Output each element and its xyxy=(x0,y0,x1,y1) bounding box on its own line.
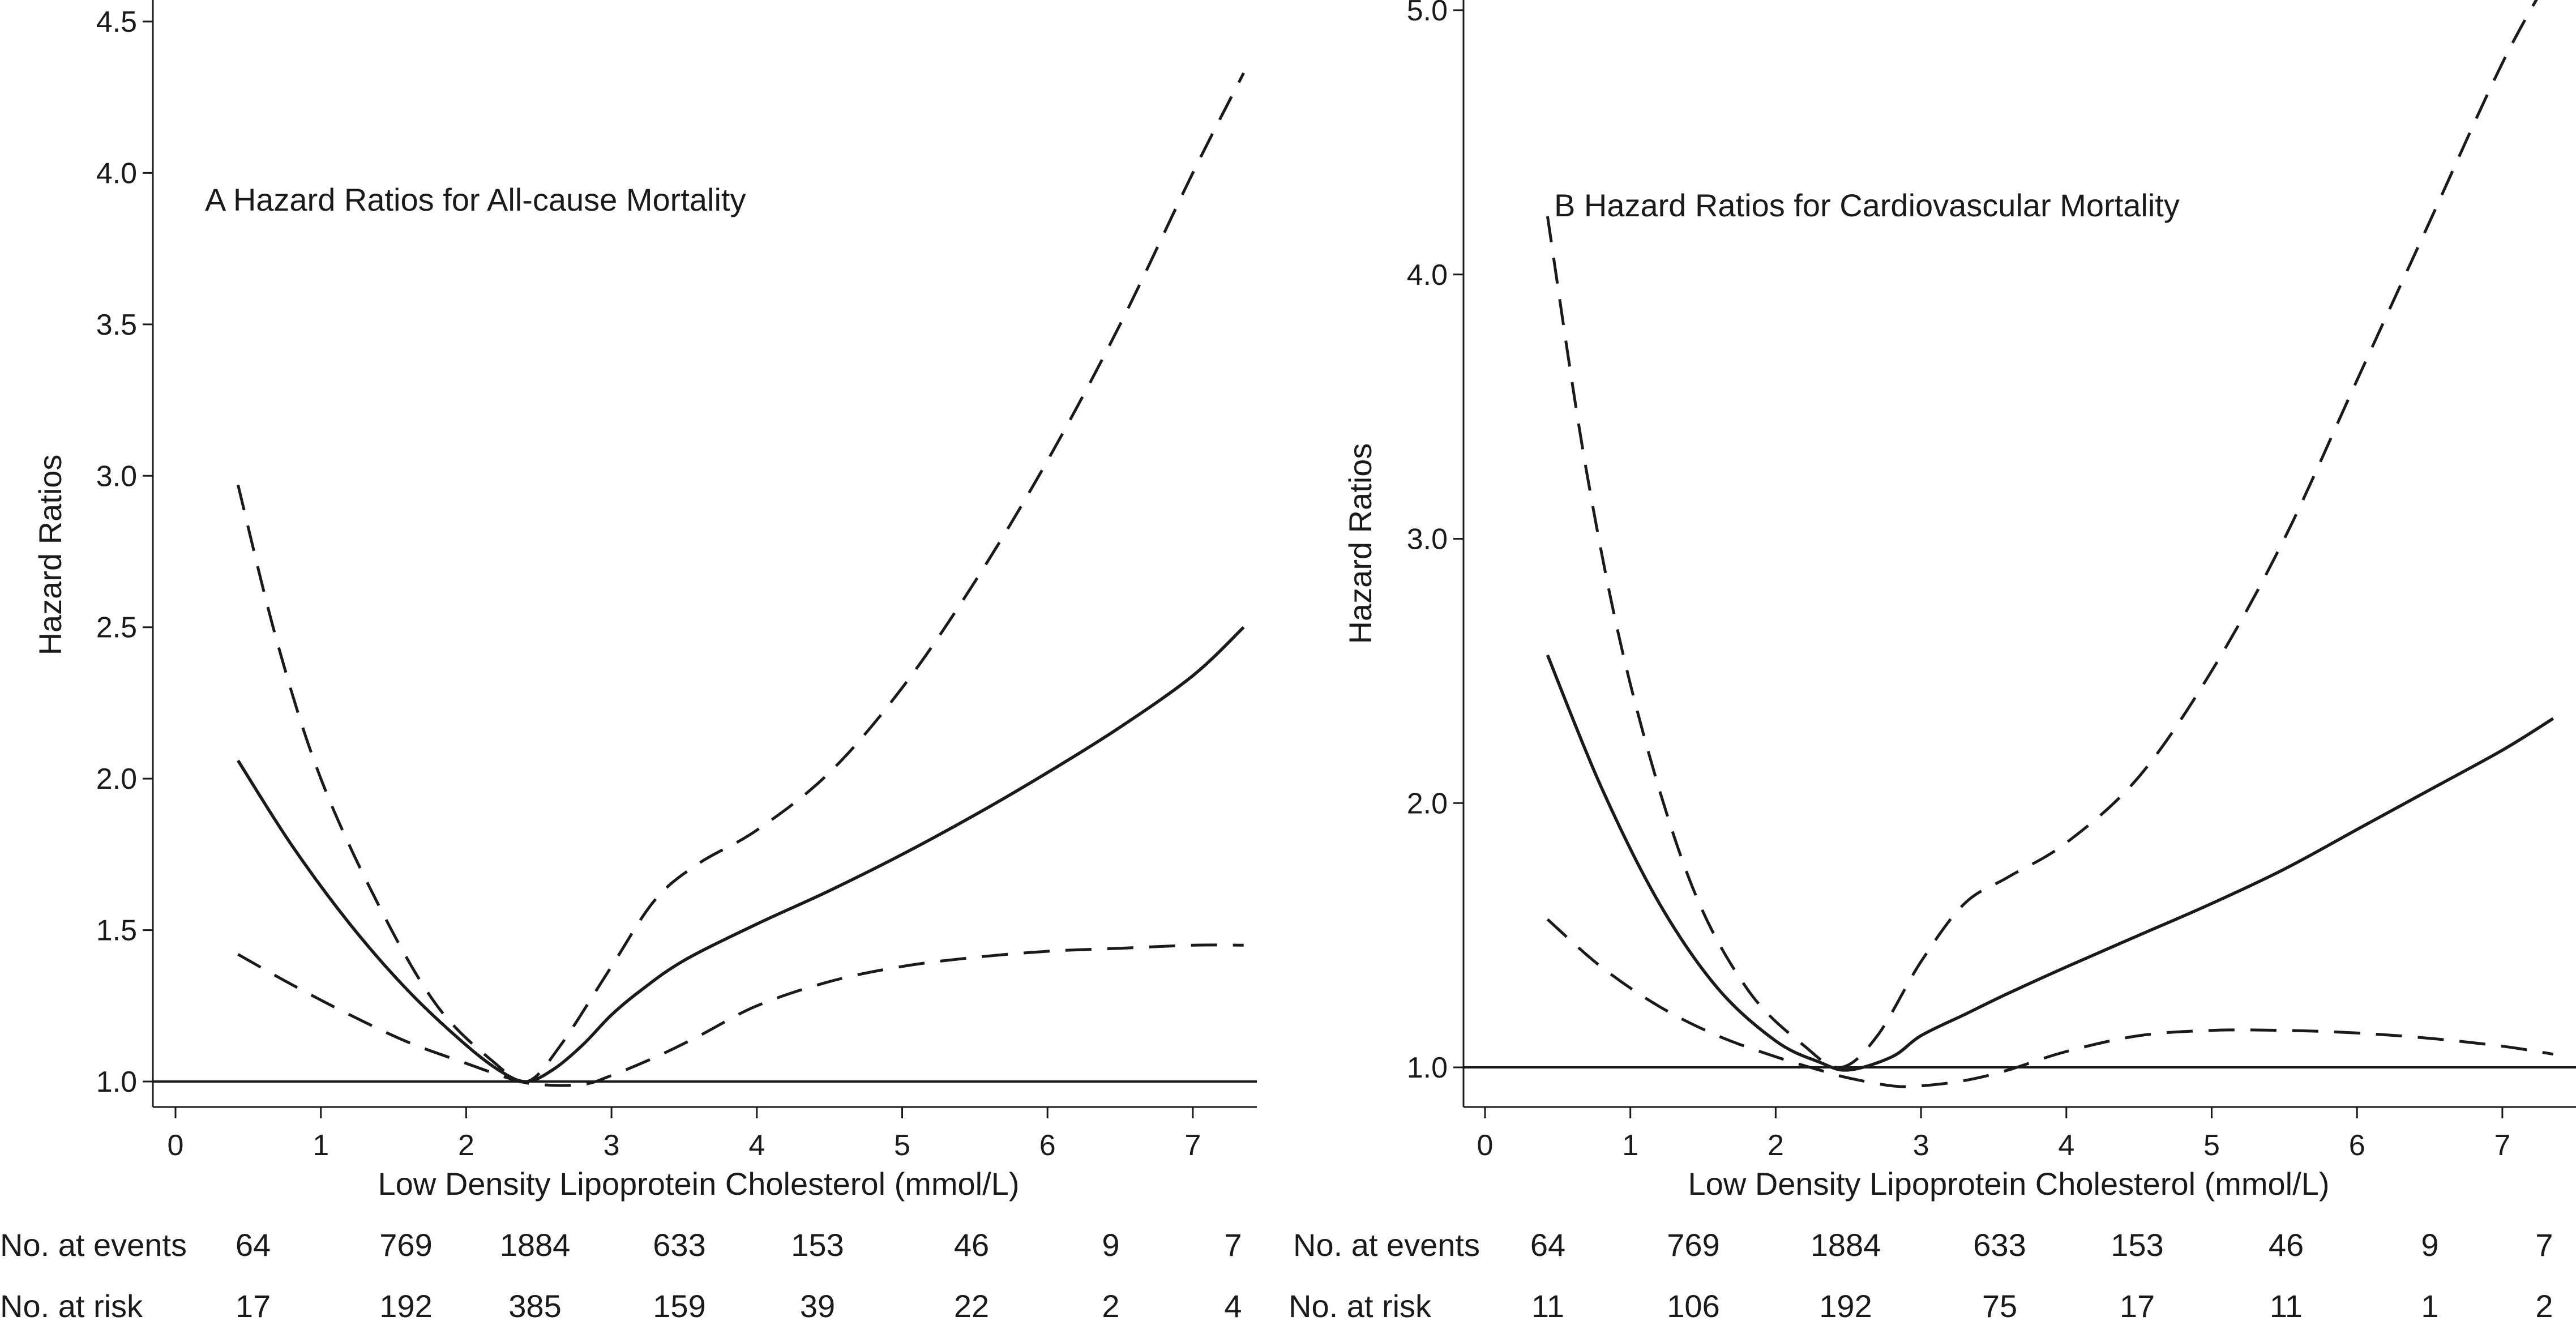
events-count: 46 xyxy=(954,1227,989,1263)
panel-b-x-ticks: 0 1 2 3 4 5 6 7 xyxy=(1477,1107,2510,1162)
x-tick-label: 5 xyxy=(894,1129,910,1162)
y-tick-label: 2.5 xyxy=(96,612,137,644)
panel-a-y-ticks: 1.0 1.5 2.0 2.5 3.0 3.5 4.0 4.5 xyxy=(96,6,153,1099)
panel-a-hazard-ratio-curve xyxy=(237,626,1245,1083)
at-risk-count: 385 xyxy=(508,1288,561,1324)
panel-b-risk-row: 11 106 192 75 17 11 1 2 xyxy=(1531,1288,2553,1324)
events-count: 153 xyxy=(2111,1227,2163,1263)
x-tick-label: 0 xyxy=(168,1129,184,1162)
at-risk-count: 4 xyxy=(1224,1288,1242,1324)
at-risk-count: 159 xyxy=(653,1288,705,1324)
panel-b-lower-ci-curve xyxy=(1546,918,2554,1088)
events-count: 153 xyxy=(791,1227,844,1263)
y-tick-label: 4.0 xyxy=(96,157,137,190)
panel-b-upper-ci-curve xyxy=(1546,0,2538,1069)
at-risk-count: 75 xyxy=(1982,1288,2017,1324)
panel-b-x-axis-label: Low Density Lipoprotein Cholesterol (mmo… xyxy=(1688,1166,2330,1202)
at-risk-count: 2 xyxy=(1102,1288,1119,1324)
events-count: 46 xyxy=(2269,1227,2304,1263)
x-tick-label: 7 xyxy=(2494,1129,2510,1162)
at-risk-count: 1 xyxy=(2421,1288,2438,1324)
panel-b-cardiovascular-mortality: Hazard Ratios B Hazard Ratios for Cardio… xyxy=(1289,0,2576,1324)
y-tick-label: 3.0 xyxy=(96,460,137,493)
x-tick-label: 6 xyxy=(1039,1129,1056,1162)
panel-a-events-label: No. at events xyxy=(0,1227,187,1263)
y-tick-label: 3.0 xyxy=(1407,523,1448,556)
events-count: 7 xyxy=(2535,1227,2553,1263)
x-tick-label: 1 xyxy=(1622,1129,1638,1162)
panel-a-upper-ci-curve xyxy=(236,72,1245,1084)
events-count: 1884 xyxy=(1811,1227,1881,1263)
at-risk-count: 192 xyxy=(379,1288,432,1324)
at-risk-count: 192 xyxy=(1819,1288,1872,1324)
y-tick-label: 3.5 xyxy=(96,309,137,341)
y-tick-label: 5.0 xyxy=(1407,0,1448,27)
events-count: 64 xyxy=(236,1227,271,1263)
panel-b-risk-table: No. at events No. at risk 64 769 1884 633 15… xyxy=(1289,1227,2553,1324)
y-tick-label: 2.0 xyxy=(96,763,137,796)
events-count: 769 xyxy=(1667,1227,1719,1263)
events-count: 7 xyxy=(1224,1227,1242,1263)
at-risk-count: 22 xyxy=(954,1288,989,1324)
at-risk-count: 106 xyxy=(1667,1288,1719,1324)
panel-b-events-label: No. at events xyxy=(1293,1227,1480,1263)
panel-b-y-ticks: 1.0 2.0 3.0 4.0 5.0 xyxy=(1407,0,1464,1084)
panel-b-events-row: 64 769 1884 633 153 46 9 7 xyxy=(1530,1227,2553,1263)
events-count: 633 xyxy=(1973,1227,2026,1263)
panel-a-lower-ci-curve xyxy=(237,943,1244,1087)
x-tick-label: 3 xyxy=(604,1129,620,1162)
panel-b-hazard-ratio-curve xyxy=(1546,654,2554,1072)
panel-a-x-axis-label: Low Density Lipoprotein Cholesterol (mmo… xyxy=(378,1166,1020,1202)
events-count: 769 xyxy=(379,1227,432,1263)
at-risk-count: 2 xyxy=(2535,1288,2553,1324)
x-tick-label: 5 xyxy=(2203,1129,2220,1162)
x-tick-label: 0 xyxy=(1477,1129,1494,1162)
panel-a-risk-row: 17 192 385 159 39 22 2 4 xyxy=(236,1288,1242,1324)
at-risk-count: 11 xyxy=(1531,1288,1564,1324)
at-risk-count: 17 xyxy=(236,1288,271,1324)
y-tick-label: 4.5 xyxy=(96,6,137,39)
x-tick-label: 4 xyxy=(748,1129,765,1162)
x-tick-label: 7 xyxy=(1184,1129,1201,1162)
panel-a-risk-table: No. at events No. at risk 64 769 1884 633 15… xyxy=(0,1227,1242,1324)
panel-a-events-row: 64 769 1884 633 153 46 9 7 xyxy=(236,1227,1242,1263)
panel-a-x-ticks: 0 1 2 3 4 5 6 7 xyxy=(168,1107,1201,1162)
panel-b-title: B Hazard Ratios for Cardiovascular Morta… xyxy=(1554,187,2180,223)
y-tick-label: 1.0 xyxy=(96,1066,137,1099)
panel-a-risk-label: No. at risk xyxy=(0,1288,143,1324)
events-count: 9 xyxy=(1102,1227,1119,1263)
at-risk-count: 11 xyxy=(2270,1288,2303,1324)
panel-a-y-axis-label: Hazard Ratios xyxy=(32,455,68,656)
at-risk-count: 39 xyxy=(800,1288,835,1324)
y-tick-label: 4.0 xyxy=(1407,259,1448,292)
events-count: 9 xyxy=(2421,1227,2438,1263)
panel-b-y-axis-label: Hazard Ratios xyxy=(1342,443,1378,644)
x-tick-label: 1 xyxy=(313,1129,329,1162)
events-count: 1884 xyxy=(500,1227,571,1263)
y-tick-label: 1.0 xyxy=(1407,1052,1448,1084)
x-tick-label: 4 xyxy=(2058,1129,2074,1162)
events-count: 633 xyxy=(653,1227,705,1263)
y-tick-label: 1.5 xyxy=(96,914,137,947)
events-count: 64 xyxy=(1530,1227,1565,1263)
y-tick-label: 2.0 xyxy=(1407,787,1448,820)
x-tick-label: 2 xyxy=(1768,1129,1784,1162)
panel-a-title: A Hazard Ratios for All-cause Mortality xyxy=(205,182,746,217)
at-risk-count: 17 xyxy=(2120,1288,2155,1324)
x-tick-label: 2 xyxy=(458,1129,474,1162)
x-tick-label: 3 xyxy=(1913,1129,1929,1162)
panel-b-risk-label: No. at risk xyxy=(1289,1288,1432,1324)
panel-a-all-cause-mortality: Hazard Ratios A Hazard Ratios for All-ca… xyxy=(0,0,1257,1324)
x-tick-label: 6 xyxy=(2349,1129,2365,1162)
